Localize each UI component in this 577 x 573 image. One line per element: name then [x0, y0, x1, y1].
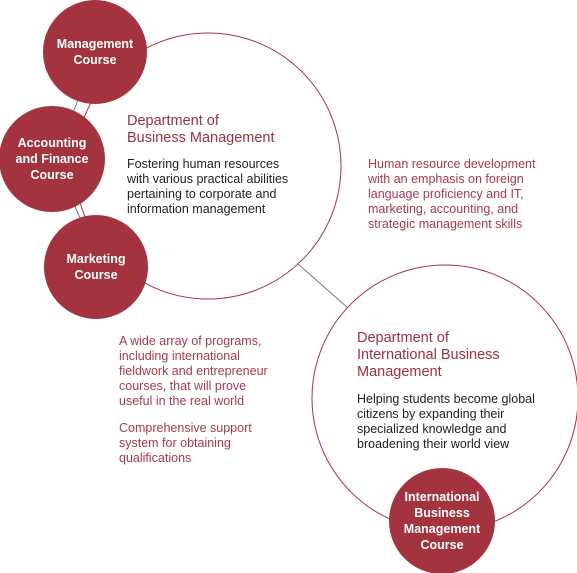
dept-international-description: Helping students become global citizens … [357, 392, 535, 452]
note-line: with an emphasis on foreign [368, 172, 524, 186]
note-line: A wide array of programs, [119, 334, 262, 348]
note-line: useful in the real world [119, 394, 245, 408]
desc-line: Fostering human resources [127, 157, 280, 171]
note-left-support: Comprehensive support system for obtaini… [119, 421, 252, 466]
dept-international-title: Department of International Business Man… [357, 330, 500, 381]
note-line: system for obtaining [119, 436, 231, 450]
dept-international-title-line1: Department of [357, 330, 449, 346]
desc-line: citizens by expanding their [357, 407, 505, 421]
note-line: Comprehensive support [119, 421, 252, 435]
desc-line: broadening their world view [357, 437, 510, 451]
desc-line: pertaining to corporate and [127, 187, 277, 201]
desc-line: specialized knowledge and [357, 422, 507, 436]
course-label: Business [414, 506, 470, 520]
course-label: International [404, 490, 480, 504]
course-label: Course [30, 168, 74, 182]
note-line: including international [119, 349, 240, 363]
course-label: and Finance [15, 152, 89, 166]
desc-line: Helping students become global [357, 392, 535, 406]
department-connector [297, 263, 349, 309]
management-course-badge[interactable]: Management Course [44, 1, 146, 103]
course-label: Course [74, 268, 118, 282]
note-line: marketing, accounting, and [368, 202, 519, 216]
note-line: language proficiency and IT, [368, 187, 524, 201]
dept-international-title-line3: Management [357, 364, 442, 380]
dept-business-title-line2: Business Management [127, 130, 275, 146]
international-business-management-course-badge[interactable]: International Business Management Course [390, 469, 494, 573]
course-label: Marketing [66, 252, 126, 266]
dept-business-description: Fostering human resources with various p… [127, 157, 288, 217]
course-label: Course [420, 538, 464, 552]
note-line: strategic management skills [368, 217, 523, 231]
course-label: Course [73, 53, 117, 67]
course-label: Management [403, 522, 481, 536]
note-line: fieldwork and entrepreneur [119, 364, 268, 378]
course-label: Management [56, 37, 134, 51]
dept-business-title-line1: Department of [127, 113, 219, 129]
note-right: Human resource development with an empha… [368, 157, 535, 232]
marketing-course-badge[interactable]: Marketing Course [45, 216, 147, 318]
note-line: courses, that will prove [119, 379, 247, 393]
course-label: Accounting [17, 136, 87, 150]
accounting-finance-course-badge[interactable]: Accounting and Finance Course [0, 107, 104, 211]
note-left-programs: A wide array of programs, including inte… [119, 334, 268, 409]
note-line: qualifications [119, 451, 192, 465]
desc-line: information management [127, 202, 266, 216]
desc-line: with various practical abilities [127, 172, 289, 186]
note-line: Human resource development [368, 157, 536, 171]
dept-business-title: Department of Business Management [127, 113, 275, 147]
dept-international-title-line2: International Business [357, 347, 500, 363]
